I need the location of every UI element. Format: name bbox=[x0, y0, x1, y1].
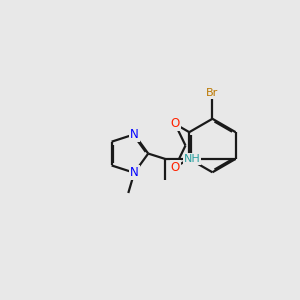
Text: N: N bbox=[130, 166, 139, 179]
Text: O: O bbox=[170, 118, 180, 130]
Text: N: N bbox=[130, 128, 139, 141]
Text: Br: Br bbox=[206, 88, 218, 98]
Text: NH: NH bbox=[184, 154, 200, 164]
Text: O: O bbox=[170, 160, 180, 174]
